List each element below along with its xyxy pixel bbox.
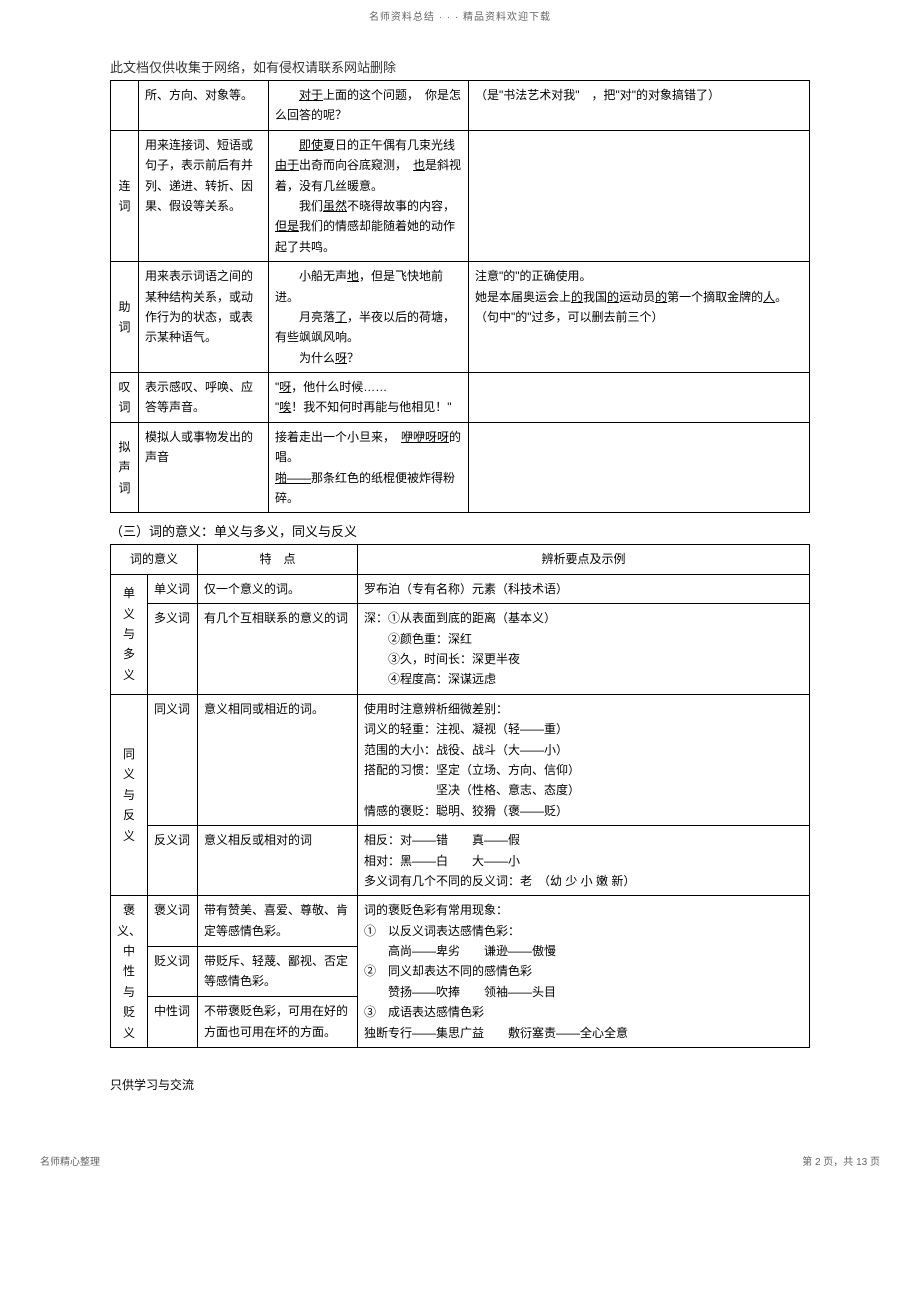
cell: 贬义词 (148, 946, 198, 997)
cell: 多义词 (148, 604, 198, 695)
cell: 单义词 (148, 574, 198, 603)
table-row: 同义与反义 同义词 意义相同或相近的词。 使用时注意辨析细微差别：词义的轻重：注… (111, 694, 810, 825)
section-title: （三）词的意义：单义与多义，同义与反义 (110, 521, 810, 540)
cell: 小船无声地，但是飞快地前进。 月亮落了，半夜以后的荷塘，有些飒飒风响。 为什么呀… (269, 262, 469, 373)
table-header-row: 词的意义 特 点 辨析要点及示例 (111, 545, 810, 574)
cell (469, 373, 810, 423)
footer-left-text: 名师精心整理 (40, 1153, 100, 1168)
cell (469, 422, 810, 513)
cell: 表示感叹、呼唤、应答等声音。 (139, 373, 269, 423)
cell: 意义相同或相近的词。 (198, 694, 358, 825)
page-footer: 名师精心整理 第 2 页，共 13 页 (0, 1153, 920, 1188)
cell: 褒义词 (148, 896, 198, 947)
table-word-meaning: 词的意义 特 点 辨析要点及示例 单义与多义 单义词 仅一个意义的词。 罗布泊（… (110, 544, 810, 1048)
table-row: 助词 用来表示词语之间的某种结构关系，或动作行为的状态，或表示某种语气。 小船无… (111, 262, 810, 373)
cell: 单义与多义 (111, 574, 148, 694)
table-row: 褒义、中性与贬义 褒义词 带有赞美、喜爱、尊敬、肯定等感情色彩。 词的褒贬色彩有… (111, 896, 810, 947)
cell: 助词 (111, 262, 139, 373)
table-row: 所、方向、对象等。 对于上面的这个问题， 你是怎么回答的呢？ （是"书法艺术对我… (111, 81, 810, 131)
footer-right-text: 第 2 页，共 13 页 (802, 1153, 880, 1168)
cell: 用来表示词语之间的某种结构关系，或动作行为的状态，或表示某种语气。 (139, 262, 269, 373)
table-row: 反义词 意义相反或相对的词 相反：对——错 真——假相对：黑——白 大——小多义… (111, 826, 810, 896)
cell: 带有赞美、喜爱、尊敬、肯定等感情色彩。 (198, 896, 358, 947)
cell: 反义词 (148, 826, 198, 896)
table-row: 单义与多义 单义词 仅一个意义的词。 罗布泊（专有名称）元素（科技术语） (111, 574, 810, 603)
cell: 所、方向、对象等。 (139, 81, 269, 131)
cell: 带贬斥、轻蔑、鄙视、否定等感情色彩。 (198, 946, 358, 997)
cell: 有几个互相联系的意义的词 (198, 604, 358, 695)
cell (469, 130, 810, 261)
cell: 仅一个意义的词。 (198, 574, 358, 603)
notice-text: 此文档仅供收集于网络，如有侵权请联系网站删除 (110, 57, 810, 76)
cell: 拟声词 (111, 422, 139, 513)
cell: 接着走出一个小旦来， 咿咿呀呀的唱。啪——那条红色的纸棍便被炸得粉碎。 (269, 422, 469, 513)
cell: 深：①从表面到底的距离（基本义） ②颜色重：深红 ③久，时间长：深更半夜 ④程度… (358, 604, 810, 695)
table-word-types: 所、方向、对象等。 对于上面的这个问题， 你是怎么回答的呢？ （是"书法艺术对我… (110, 80, 810, 513)
footer-note: 只供学习与交流 (110, 1056, 810, 1133)
cell: 褒义、中性与贬义 (111, 896, 148, 1048)
main-content: 此文档仅供收集于网络，如有侵权请联系网站删除 所、方向、对象等。 对于上面的这个… (0, 27, 920, 1153)
cell: 同义词 (148, 694, 198, 825)
cell: 罗布泊（专有名称）元素（科技术语） (358, 574, 810, 603)
header-cell: 词的意义 (111, 545, 198, 574)
cell: "呀，他什么时候……"唉！我不知何时再能与他相见！" (269, 373, 469, 423)
cell: 注意"的"的正确使用。她是本届奥运会上的我国的运动员的第一个摘取金牌的人。（句中… (469, 262, 810, 373)
cell: 意义相反或相对的词 (198, 826, 358, 896)
cell: 同义与反义 (111, 694, 148, 896)
cell: 不带褒贬色彩，可用在好的方面也可用在坏的方面。 (198, 997, 358, 1048)
cell: 词的褒贬色彩有常用现象：① 以反义词表达感情色彩： 高尚——卑劣 谦逊——傲慢②… (358, 896, 810, 1048)
table-row: 拟声词 模拟人或事物发出的声音 接着走出一个小旦来， 咿咿呀呀的唱。啪——那条红… (111, 422, 810, 513)
cell: 相反：对——错 真——假相对：黑——白 大——小多义词有几个不同的反义词：老 （… (358, 826, 810, 896)
cell: 模拟人或事物发出的声音 (139, 422, 269, 513)
cell: （是"书法艺术对我" ，把"对"的对象搞错了） (469, 81, 810, 131)
table-row: 多义词 有几个互相联系的意义的词 深：①从表面到底的距离（基本义） ②颜色重：深… (111, 604, 810, 695)
cell: 用来连接词、短语或句子，表示前后有并列、递进、转折、因果、假设等关系。 (139, 130, 269, 261)
cell: 即使夏日的正午偶有几束光线由于出奇而向谷底窥测， 也是斜视着，没有几丝暖意。 我… (269, 130, 469, 261)
cell: 叹词 (111, 373, 139, 423)
cell: 连词 (111, 130, 139, 261)
cell: 中性词 (148, 997, 198, 1048)
header-cell: 特 点 (198, 545, 358, 574)
header-cell: 辨析要点及示例 (358, 545, 810, 574)
table-row: 叹词 表示感叹、呼唤、应答等声音。 "呀，他什么时候……"唉！我不知何时再能与他… (111, 373, 810, 423)
cell: 对于上面的这个问题， 你是怎么回答的呢？ (269, 81, 469, 131)
cell: 使用时注意辨析细微差别：词义的轻重：注视、凝视（轻——重）范围的大小：战役、战斗… (358, 694, 810, 825)
cell (111, 81, 139, 131)
table-row: 连词 用来连接词、短语或句子，表示前后有并列、递进、转折、因果、假设等关系。 即… (111, 130, 810, 261)
page-header: 名师资料总结 · · · 精品资料欢迎下载 (0, 0, 920, 27)
